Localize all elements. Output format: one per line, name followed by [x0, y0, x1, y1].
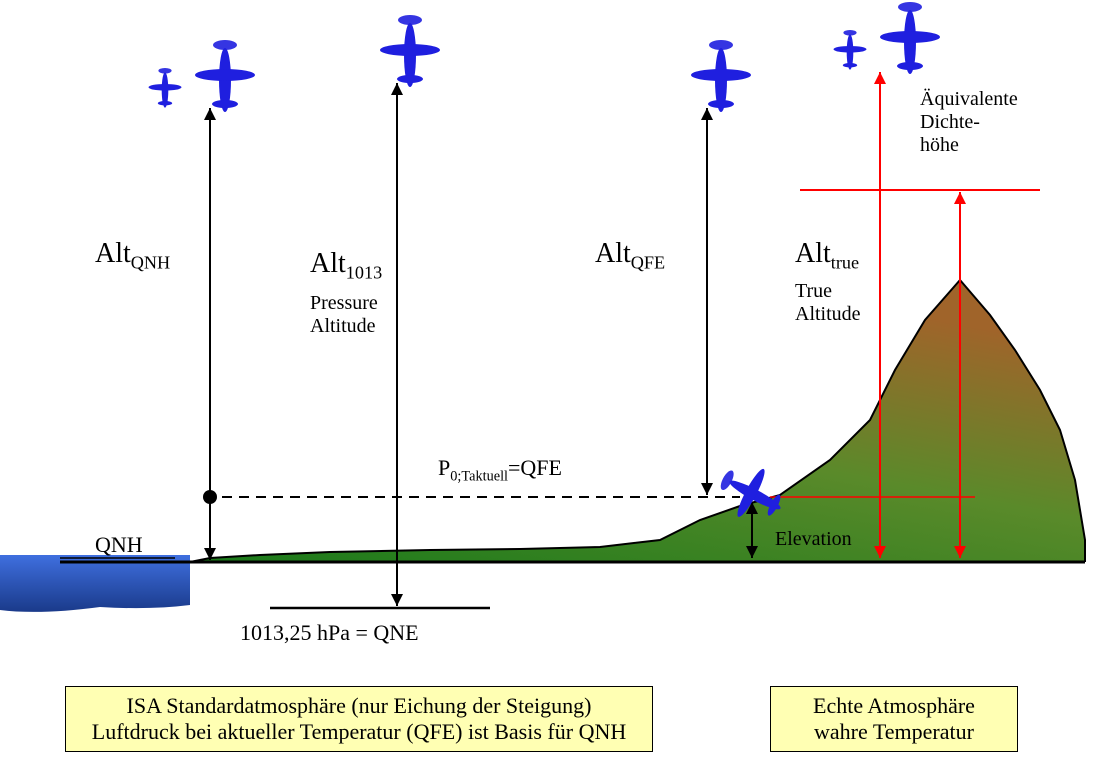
alt-1013-desc: Pressure Altitude: [310, 292, 382, 338]
label-qne-equation: 1013,25 hPa = QNE: [240, 620, 419, 646]
label-elevation: Elevation: [775, 528, 852, 551]
qfe-formula-text: P0;Taktuell=QFE: [438, 455, 562, 480]
airplane-icon: [834, 30, 867, 70]
label-density-altitude: Äquivalente Dichte- höhe: [920, 88, 1018, 157]
alt-1013-main: Alt: [310, 248, 346, 279]
label-alt-1013: Alt1013 Pressure Altitude: [310, 248, 382, 338]
alt-true-sub: true: [831, 253, 859, 273]
caption-box-left: ISA Standardatmosphäre (nur Eichung der …: [65, 686, 653, 752]
alt-1013-sub: 1013: [346, 263, 382, 283]
caption-right-line2: wahre Temperatur: [779, 719, 1009, 745]
label-qnh: QNH: [95, 532, 143, 558]
water-body: [0, 555, 190, 612]
airplane-icon: [880, 2, 940, 74]
airplane-icon: [149, 68, 182, 108]
label-alt-qnh: AltQNH: [95, 238, 170, 274]
label-alt-qfe: AltQFE: [595, 238, 665, 274]
caption-box-right: Echte Atmosphäre wahre Temperatur: [770, 686, 1018, 752]
alt-qnh-main: Alt: [95, 238, 131, 269]
alt-qfe-sub: QFE: [631, 253, 665, 273]
label-alt-true: Alttrue True Altitude: [795, 238, 861, 326]
airplane-icon: [691, 40, 751, 112]
alt-qfe-main: Alt: [595, 238, 631, 269]
measurement-arrow: [391, 83, 403, 606]
alt-true-desc: True Altitude: [795, 280, 861, 326]
caption-right-line1: Echte Atmosphäre: [779, 693, 1009, 719]
airplane-icon: [195, 40, 255, 112]
label-qfe-formula: P0;Taktuell=QFE: [438, 455, 562, 485]
airplane-icon: [380, 15, 440, 87]
caption-left-line1: ISA Standardatmosphäre (nur Eichung der …: [74, 693, 644, 719]
altitude-diagram: AltQNH Alt1013 Pressure Altitude AltQFE …: [0, 0, 1114, 765]
caption-left-line2: Luftdruck bei aktueller Temperatur (QFE)…: [74, 719, 644, 745]
measurement-arrow: [701, 108, 713, 495]
measurement-arrow: [203, 108, 217, 560]
alt-qnh-sub: QNH: [131, 253, 170, 273]
alt-true-main: Alt: [795, 238, 831, 269]
